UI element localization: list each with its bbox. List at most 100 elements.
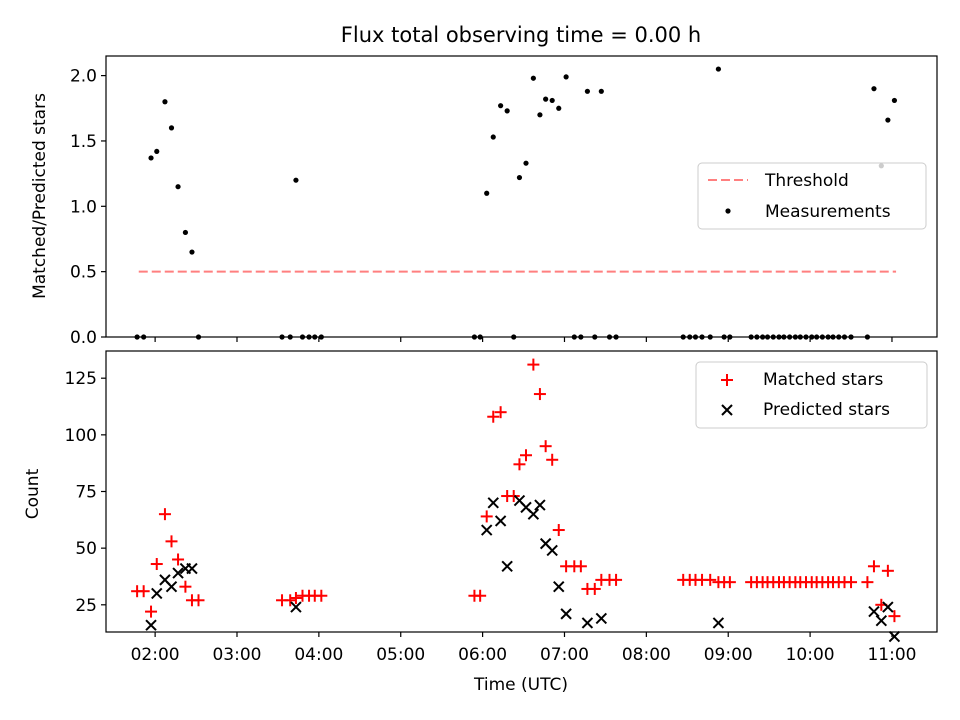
matched-star-point-26 [527,358,540,371]
predicted-star-point-9 [487,497,499,509]
predicted-star-point-21 [595,612,608,625]
matched-star-point-12 [289,592,302,605]
measurement-point-28 [543,96,549,102]
matched-star-point-30 [552,524,565,537]
matched-star-point-25 [520,449,533,462]
bottom-legend: Matched stars Predicted stars [695,361,928,429]
bottom-y-tick-label-0: 25 [75,596,97,616]
predicted-star-point-19 [560,608,572,620]
matched-star-point-11 [284,594,297,607]
measurement-point-6 [175,184,181,190]
x-tick-label-6: 08:00 [622,645,671,665]
measurement-point-27 [537,112,543,118]
x-tick-label-4: 06:00 [458,645,507,665]
matched-star-point-19 [480,510,493,523]
top-plot-frame [105,55,938,338]
measurement-point-24 [516,174,523,181]
matched-star-point-2 [145,605,158,618]
measurement-point-26 [530,75,536,81]
bottom-y-ticks: 25 50 75 100 125 [65,369,106,616]
legend-matched-swatch [721,374,733,386]
matched-star-point-5 [165,535,178,548]
matched-star-point-43 [704,573,717,586]
x-tick-label-9: 11:00 [867,645,916,665]
top-y-tick-label-4: 2.0 [70,67,97,87]
legend-measurements-swatch [725,208,731,214]
predicted-star-point-18 [553,580,565,593]
bottom-y-tick-label-2: 75 [75,483,97,503]
measurement-point-25 [523,160,529,166]
measurement-point-30 [556,105,562,111]
bottom-legend-box [695,361,928,429]
bottom-y-axis-label: Count [23,468,43,519]
x-tick-label-1: 03:00 [212,645,261,665]
measurement-point-20 [490,134,496,140]
measurement-point-2 [148,155,154,161]
matched-star-point-67 [867,560,880,573]
measurement-point-69 [885,117,891,123]
legend-matched-label: Matched stars [763,370,883,390]
matched-star-point-6 [172,553,185,566]
legend-measurements-label: Measurements [765,202,891,222]
predicted-star-point-17 [546,544,558,557]
matched-star-point-20 [487,410,500,423]
predicted-star-point-4 [172,567,184,579]
top-y-tick-label-0: 0.0 [70,328,97,348]
count-panel: 02:00 03:00 04:00 05:00 06:00 07:00 08:00 09:00… [23,350,938,695]
measurement-point-34 [584,88,591,94]
matched-star-point-23 [507,490,520,503]
matched-star-point-3 [150,558,163,571]
bottom-y-tick-label-4: 125 [65,369,97,389]
legend-predicted-swatch [721,404,733,416]
x-tick-label-7: 09:00 [704,645,753,665]
matched-star-point-1 [137,585,150,598]
x-tick-label-5: 07:00 [540,645,589,665]
predicted-star-point-22 [712,617,725,629]
matched-star-point-4 [158,508,171,521]
measurement-point-70 [891,97,898,104]
matched-star-point-69 [881,564,894,577]
matched-star-point-29 [546,453,559,466]
predicted-star-point-3 [165,580,178,593]
predicted-star-point-11 [501,560,513,572]
matched-star-point-9 [192,594,205,607]
predicted-star-point-20 [581,617,594,629]
matched-star-point-7 [179,580,192,593]
measurement-point-12 [293,177,299,183]
count-points [131,358,901,643]
x-tick-label-0: 02:00 [131,645,180,665]
top-legend-box [697,162,927,230]
measurement-point-5 [168,125,175,131]
predicted-star-point-23 [868,605,880,618]
x-tick-label-3: 05:00 [376,645,425,665]
matched-star-point-27 [533,388,546,401]
predicted-star-point-26 [888,630,901,643]
bottom-y-tick-label-1: 50 [75,539,97,559]
top-y-ticks: 0.0 0.5 1.0 1.5 2.0 [70,67,106,348]
predicted-star-point-8 [480,524,493,536]
x-tick-label-2: 04:00 [294,645,343,665]
predicted-star-point-15 [534,499,546,511]
top-chart-title: Flux total observing time = 0.00 h [341,23,701,47]
measurement-point-19 [484,190,490,196]
measurement-point-36 [598,88,604,94]
predicted-star-point-7 [290,601,302,613]
matched-star-point-38 [610,573,623,586]
top-x-ticks [154,337,893,342]
matched-star-point-70 [888,610,901,623]
matched-star-point-24 [513,458,526,471]
measurement-point-4 [162,99,168,105]
matched-star-point-65 [845,576,858,589]
matched-star-point-21 [494,406,507,419]
measurement-point-44 [715,66,722,72]
matched-star-point-18 [474,589,487,602]
x-tick-label-8: 10:00 [786,645,835,665]
top-legend: Threshold Measurements [697,162,927,230]
matched-star-point-33 [574,560,587,573]
predicted-star-point-6 [186,562,198,575]
measurement-point-67 [871,86,877,92]
measurement-points [134,66,898,340]
top-y-tick-label-2: 1.0 [70,197,97,217]
legend-predicted-label: Predicted stars [763,400,890,420]
